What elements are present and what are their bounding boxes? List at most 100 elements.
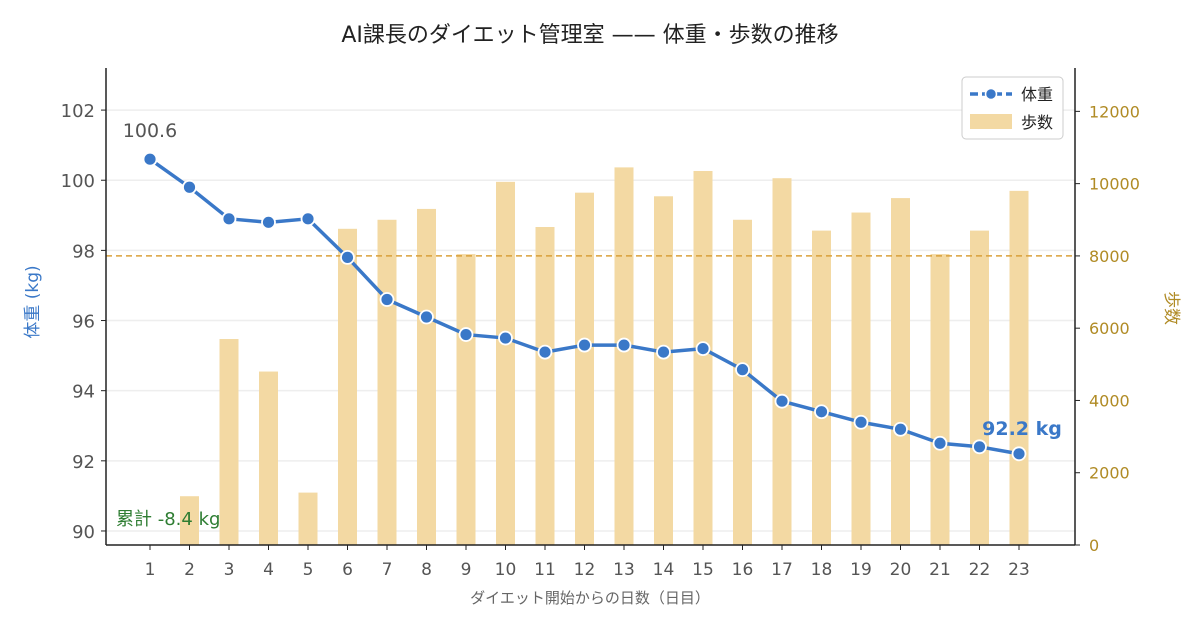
- right-tick-label: 12000: [1089, 102, 1140, 121]
- legend-weight-label: 体重: [1021, 85, 1053, 104]
- weight-point: [853, 414, 869, 430]
- legend-steps-label: 歩数: [1021, 113, 1053, 132]
- weight-point: [932, 435, 948, 451]
- x-tick-label: 18: [811, 560, 833, 580]
- steps-bar: [535, 227, 555, 545]
- chart-title: AI課長のダイエット管理室 —— 体重・歩数の推移: [341, 23, 838, 48]
- x-tick-label: 14: [653, 560, 675, 580]
- left-tick-label: 98: [72, 241, 95, 262]
- weight-points: [142, 151, 1027, 462]
- weight-point: [537, 344, 553, 360]
- steps-bar: [338, 228, 357, 545]
- weight-point: [340, 249, 355, 265]
- x-tick-label: 2: [184, 560, 195, 580]
- legend-steps-swatch: [970, 114, 1012, 129]
- steps-bar: [456, 254, 476, 545]
- weight-point: [616, 337, 632, 353]
- steps-bar: [930, 254, 950, 545]
- x-tick-label: 13: [613, 560, 635, 580]
- end-annotation: 92.2 kg: [982, 418, 1062, 440]
- right-tick-label: 10000: [1089, 175, 1140, 194]
- steps-bar: [812, 230, 831, 545]
- left-tick-label: 102: [61, 101, 95, 122]
- axes: [105, 68, 1076, 546]
- weight-point: [419, 309, 434, 325]
- weight-point: [656, 344, 671, 360]
- x-tick-label: 10: [495, 560, 517, 580]
- total-annotation: 累計 -8.4 kg: [116, 509, 220, 530]
- x-axis-label: ダイエット開始からの日数（日目）: [470, 589, 710, 607]
- steps-bar: [614, 167, 634, 545]
- steps-bar: [219, 339, 239, 545]
- steps-bar: [377, 219, 397, 546]
- x-tick-label: 8: [421, 560, 432, 580]
- left-tick-label: 96: [72, 312, 95, 333]
- weight-point: [261, 214, 276, 230]
- x-tick-label: 3: [224, 560, 235, 580]
- legend: 体重 歩数: [961, 76, 1064, 140]
- steps-bar: [733, 219, 752, 546]
- legend-weight-marker: [984, 87, 998, 101]
- right-axis-label: 歩数: [1161, 291, 1181, 325]
- weight-point: [182, 179, 197, 195]
- right-tick-label: 0: [1089, 536, 1099, 555]
- weight-point: [221, 211, 237, 227]
- steps-bar: [180, 496, 199, 545]
- weight-point: [893, 421, 908, 437]
- weight-point: [379, 292, 395, 307]
- x-tick-label: 1: [145, 560, 156, 580]
- right-tick-label: 2000: [1089, 464, 1130, 483]
- weight-point: [1011, 446, 1027, 462]
- steps-bar: [851, 212, 871, 545]
- steps-bar: [298, 492, 318, 545]
- weight-point: [142, 151, 158, 167]
- weight-point: [458, 327, 474, 342]
- x-tick-label: 20: [890, 560, 912, 580]
- steps-bar: [654, 196, 673, 545]
- steps-bar: [970, 230, 989, 545]
- x-tick-label: 15: [692, 560, 714, 580]
- start-annotation: 100.6: [123, 120, 177, 142]
- steps-bar: [693, 170, 713, 545]
- left-tick-label: 100: [61, 171, 95, 192]
- x-tick-label: 19: [850, 560, 872, 580]
- steps-bars: [180, 167, 1029, 546]
- steps-bar: [259, 371, 278, 545]
- weight-point: [695, 341, 711, 356]
- x-tick-label: 17: [771, 560, 793, 580]
- weight-point: [577, 337, 592, 353]
- steps-bar: [575, 192, 594, 545]
- x-tick-label: 16: [732, 560, 754, 580]
- weight-point: [300, 211, 316, 227]
- x-tick-label: 12: [574, 560, 596, 580]
- x-tick-label: 22: [969, 560, 991, 580]
- weight-point: [735, 362, 750, 378]
- steps-bar: [1009, 190, 1029, 545]
- left-tick-label: 94: [72, 382, 95, 403]
- left-tick-label: 92: [72, 452, 95, 473]
- right-tick-label: 8000: [1089, 247, 1130, 266]
- x-tick-label: 6: [342, 560, 353, 580]
- x-tick-label: 11: [534, 560, 556, 580]
- x-tick-label: 5: [303, 560, 314, 580]
- right-tick-label: 4000: [1089, 391, 1130, 410]
- weight-point: [972, 439, 987, 455]
- weight-point: [814, 404, 829, 420]
- weight-point: [774, 393, 790, 409]
- x-tick-label: 7: [382, 560, 393, 580]
- x-tick-labels: 1 2 3 4 5 6 7 8 9 10 11 12 13 14 15 16 17 18 19 20 21 22 23: [145, 545, 1030, 580]
- left-axis-label: 体重 (kg): [23, 265, 43, 338]
- left-tick-label: 90: [72, 522, 95, 543]
- left-tick-labels: 90 92 94 96 98 100 102: [61, 101, 106, 543]
- x-tick-label: 4: [263, 560, 274, 580]
- right-tick-label: 6000: [1089, 319, 1130, 338]
- steps-bar: [772, 178, 792, 545]
- steps-bar: [891, 198, 910, 545]
- right-tick-labels: 0 2000 4000 6000 8000 10000 12000: [1075, 102, 1140, 555]
- x-tick-label: 9: [461, 560, 472, 580]
- steps-bar: [417, 208, 436, 545]
- x-tick-label: 23: [1008, 560, 1030, 580]
- x-tick-label: 21: [929, 560, 951, 580]
- weight-point: [498, 330, 513, 346]
